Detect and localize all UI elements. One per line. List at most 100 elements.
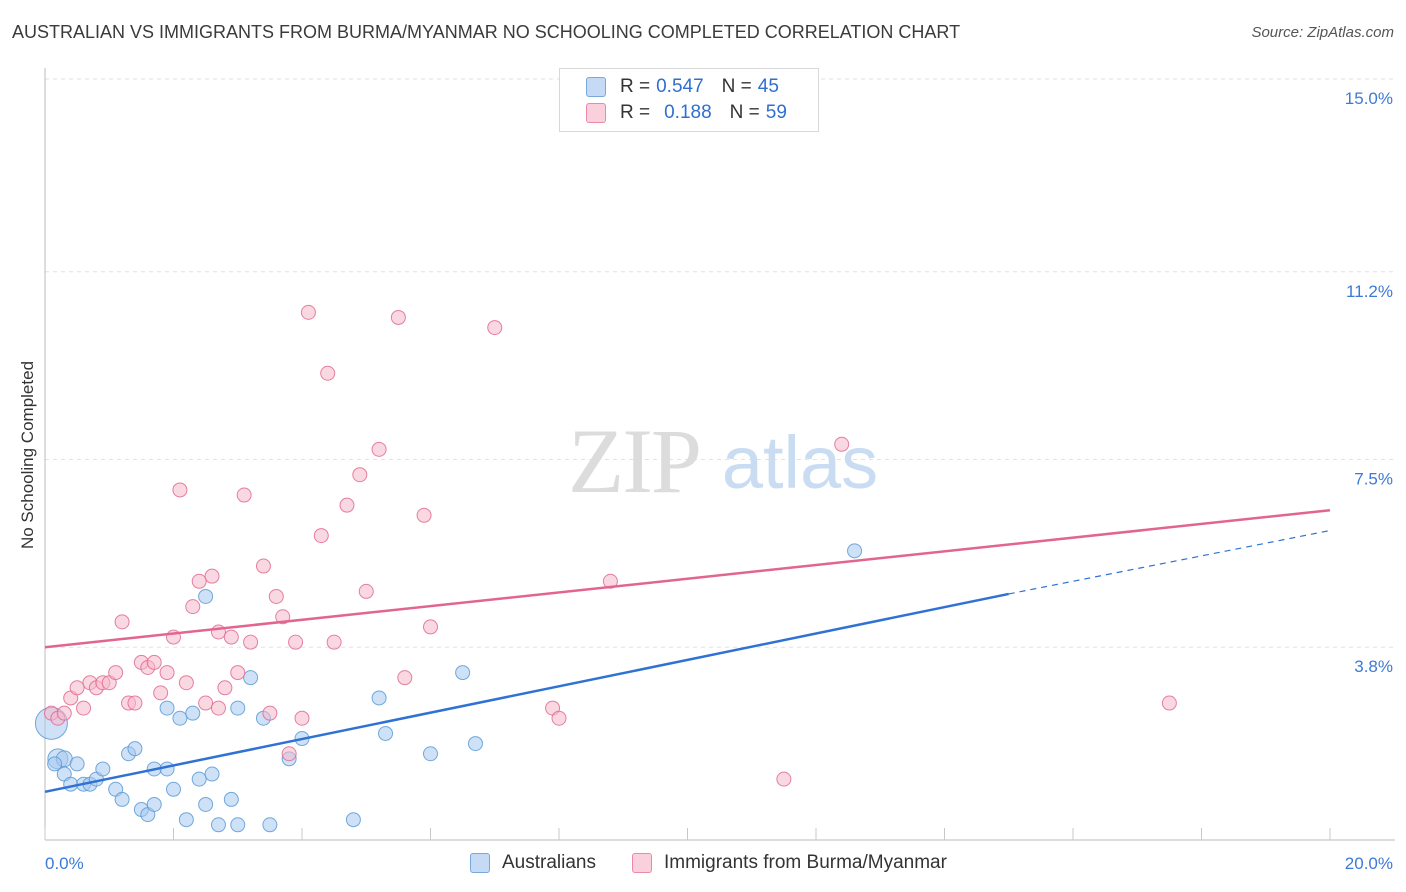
- australians-point[interactable]: [185, 705, 201, 721]
- series-legend-australians[interactable]: Australians: [470, 852, 596, 874]
- immigrants-point[interactable]: [776, 771, 792, 787]
- immigrants-point[interactable]: [281, 746, 297, 762]
- immigrants-point[interactable]: [217, 680, 233, 696]
- australians-point[interactable]: [371, 690, 387, 706]
- legend-swatch-australians: [586, 77, 606, 97]
- immigrants-point[interactable]: [300, 304, 316, 320]
- immigrants-point[interactable]: [230, 665, 246, 681]
- legend-swatch-immigrants: [586, 103, 606, 123]
- immigrants-point[interactable]: [210, 700, 226, 716]
- australians-point[interactable]: [230, 700, 246, 716]
- australians-point[interactable]: [159, 700, 175, 716]
- legend-r-label: R =: [620, 102, 651, 123]
- australians-point[interactable]: [230, 817, 246, 833]
- australians-point[interactable]: [172, 710, 188, 726]
- immigrants-point[interactable]: [294, 710, 310, 726]
- immigrants-point[interactable]: [69, 680, 85, 696]
- immigrants-trend-line: [44, 508, 1331, 649]
- y-tick-label: 7.5%: [1354, 470, 1393, 489]
- australians-point[interactable]: [210, 817, 226, 833]
- series-legend-immigrants[interactable]: Immigrants from Burma/Myanmar: [632, 852, 947, 874]
- series-label-australians: Australians: [502, 852, 596, 873]
- australians-point[interactable]: [127, 741, 143, 757]
- legend-r-value: 0.547: [656, 76, 704, 97]
- immigrants-point[interactable]: [146, 654, 162, 670]
- series-legend: Australians Immigrants from Burma/Myanma…: [0, 852, 1406, 878]
- source-label: Source: ZipAtlas.com: [1251, 24, 1394, 41]
- immigrants-point[interactable]: [127, 695, 143, 711]
- australians-point[interactable]: [114, 791, 130, 807]
- data-points: [34, 304, 1177, 833]
- australians-point[interactable]: [423, 746, 438, 762]
- australians-point[interactable]: [146, 796, 162, 812]
- immigrants-point[interactable]: [236, 487, 252, 503]
- australians-point[interactable]: [47, 756, 63, 772]
- immigrants-point[interactable]: [76, 700, 92, 716]
- immigrants-point[interactable]: [551, 710, 567, 726]
- immigrants-point[interactable]: [255, 558, 271, 574]
- immigrants-point[interactable]: [223, 629, 239, 645]
- immigrants-point[interactable]: [108, 665, 124, 681]
- tick-labels: 3.8% 7.5% 11.2% 15.0% 0.0% 20.0%: [45, 89, 1393, 873]
- immigrants-point[interactable]: [423, 619, 438, 635]
- immigrants-point[interactable]: [159, 665, 175, 681]
- immigrants-point[interactable]: [416, 507, 432, 523]
- australians-point[interactable]: [69, 756, 85, 772]
- axes: [44, 68, 1395, 841]
- australians-point[interactable]: [243, 670, 259, 686]
- legend-n-value: 59: [765, 102, 787, 123]
- chart-title: AUSTRALIAN VS IMMIGRANTS FROM BURMA/MYAN…: [12, 22, 961, 42]
- watermark-zip: ZIP: [568, 410, 700, 512]
- immigrants-point[interactable]: [262, 705, 278, 721]
- australians-point[interactable]: [198, 796, 214, 812]
- australians-point[interactable]: [63, 776, 79, 792]
- immigrants-point[interactable]: [834, 436, 850, 452]
- australians-point[interactable]: [378, 725, 394, 741]
- immigrants-point[interactable]: [243, 634, 259, 650]
- australians-point[interactable]: [345, 812, 361, 828]
- immigrants-point[interactable]: [185, 599, 201, 615]
- australians-point[interactable]: [455, 665, 471, 681]
- immigrants-point[interactable]: [339, 497, 355, 513]
- immigrants-point[interactable]: [602, 573, 618, 589]
- immigrants-point[interactable]: [268, 588, 284, 604]
- immigrants-point[interactable]: [56, 705, 72, 721]
- australians-trend-line: [44, 592, 1010, 794]
- australians-point[interactable]: [198, 588, 214, 604]
- immigrants-point[interactable]: [172, 482, 188, 498]
- legend-row-australians: R = 0.547 N = 45: [586, 75, 797, 99]
- australians-point[interactable]: [191, 771, 207, 787]
- australians-point[interactable]: [178, 812, 194, 828]
- australians-point[interactable]: [467, 736, 483, 752]
- immigrants-point[interactable]: [204, 568, 220, 584]
- immigrants-point[interactable]: [326, 634, 342, 650]
- immigrants-point[interactable]: [191, 573, 207, 589]
- immigrants-point[interactable]: [371, 441, 387, 457]
- series-swatch-immigrants: [632, 853, 652, 873]
- australians-point[interactable]: [223, 791, 239, 807]
- immigrants-point[interactable]: [313, 528, 329, 544]
- immigrants-point[interactable]: [288, 634, 304, 650]
- immigrants-point[interactable]: [1161, 695, 1177, 711]
- immigrants-point[interactable]: [358, 583, 374, 599]
- x-tick-label-min: 0.0%: [45, 854, 84, 873]
- immigrants-point[interactable]: [397, 670, 413, 686]
- series-swatch-australians: [470, 853, 490, 873]
- immigrants-point[interactable]: [487, 320, 503, 336]
- immigrants-point[interactable]: [352, 467, 368, 483]
- australians-point[interactable]: [166, 781, 181, 797]
- immigrants-point[interactable]: [153, 685, 169, 701]
- australians-point[interactable]: [204, 766, 220, 782]
- australians-point[interactable]: [95, 761, 111, 777]
- correlation-legend: R = 0.547 N = 45 R = 0.188 N = 59: [559, 68, 819, 132]
- immigrants-point[interactable]: [390, 309, 406, 325]
- trend-lines: [44, 508, 1331, 794]
- x-tick-label-max: 20.0%: [1345, 854, 1393, 873]
- legend-row-immigrants: R = 0.188 N = 59: [586, 101, 805, 125]
- australians-point[interactable]: [847, 543, 863, 559]
- immigrants-point[interactable]: [198, 695, 214, 711]
- australians-point[interactable]: [262, 817, 278, 833]
- immigrants-point[interactable]: [178, 675, 194, 691]
- immigrants-point[interactable]: [114, 614, 130, 630]
- immigrants-point[interactable]: [320, 365, 336, 381]
